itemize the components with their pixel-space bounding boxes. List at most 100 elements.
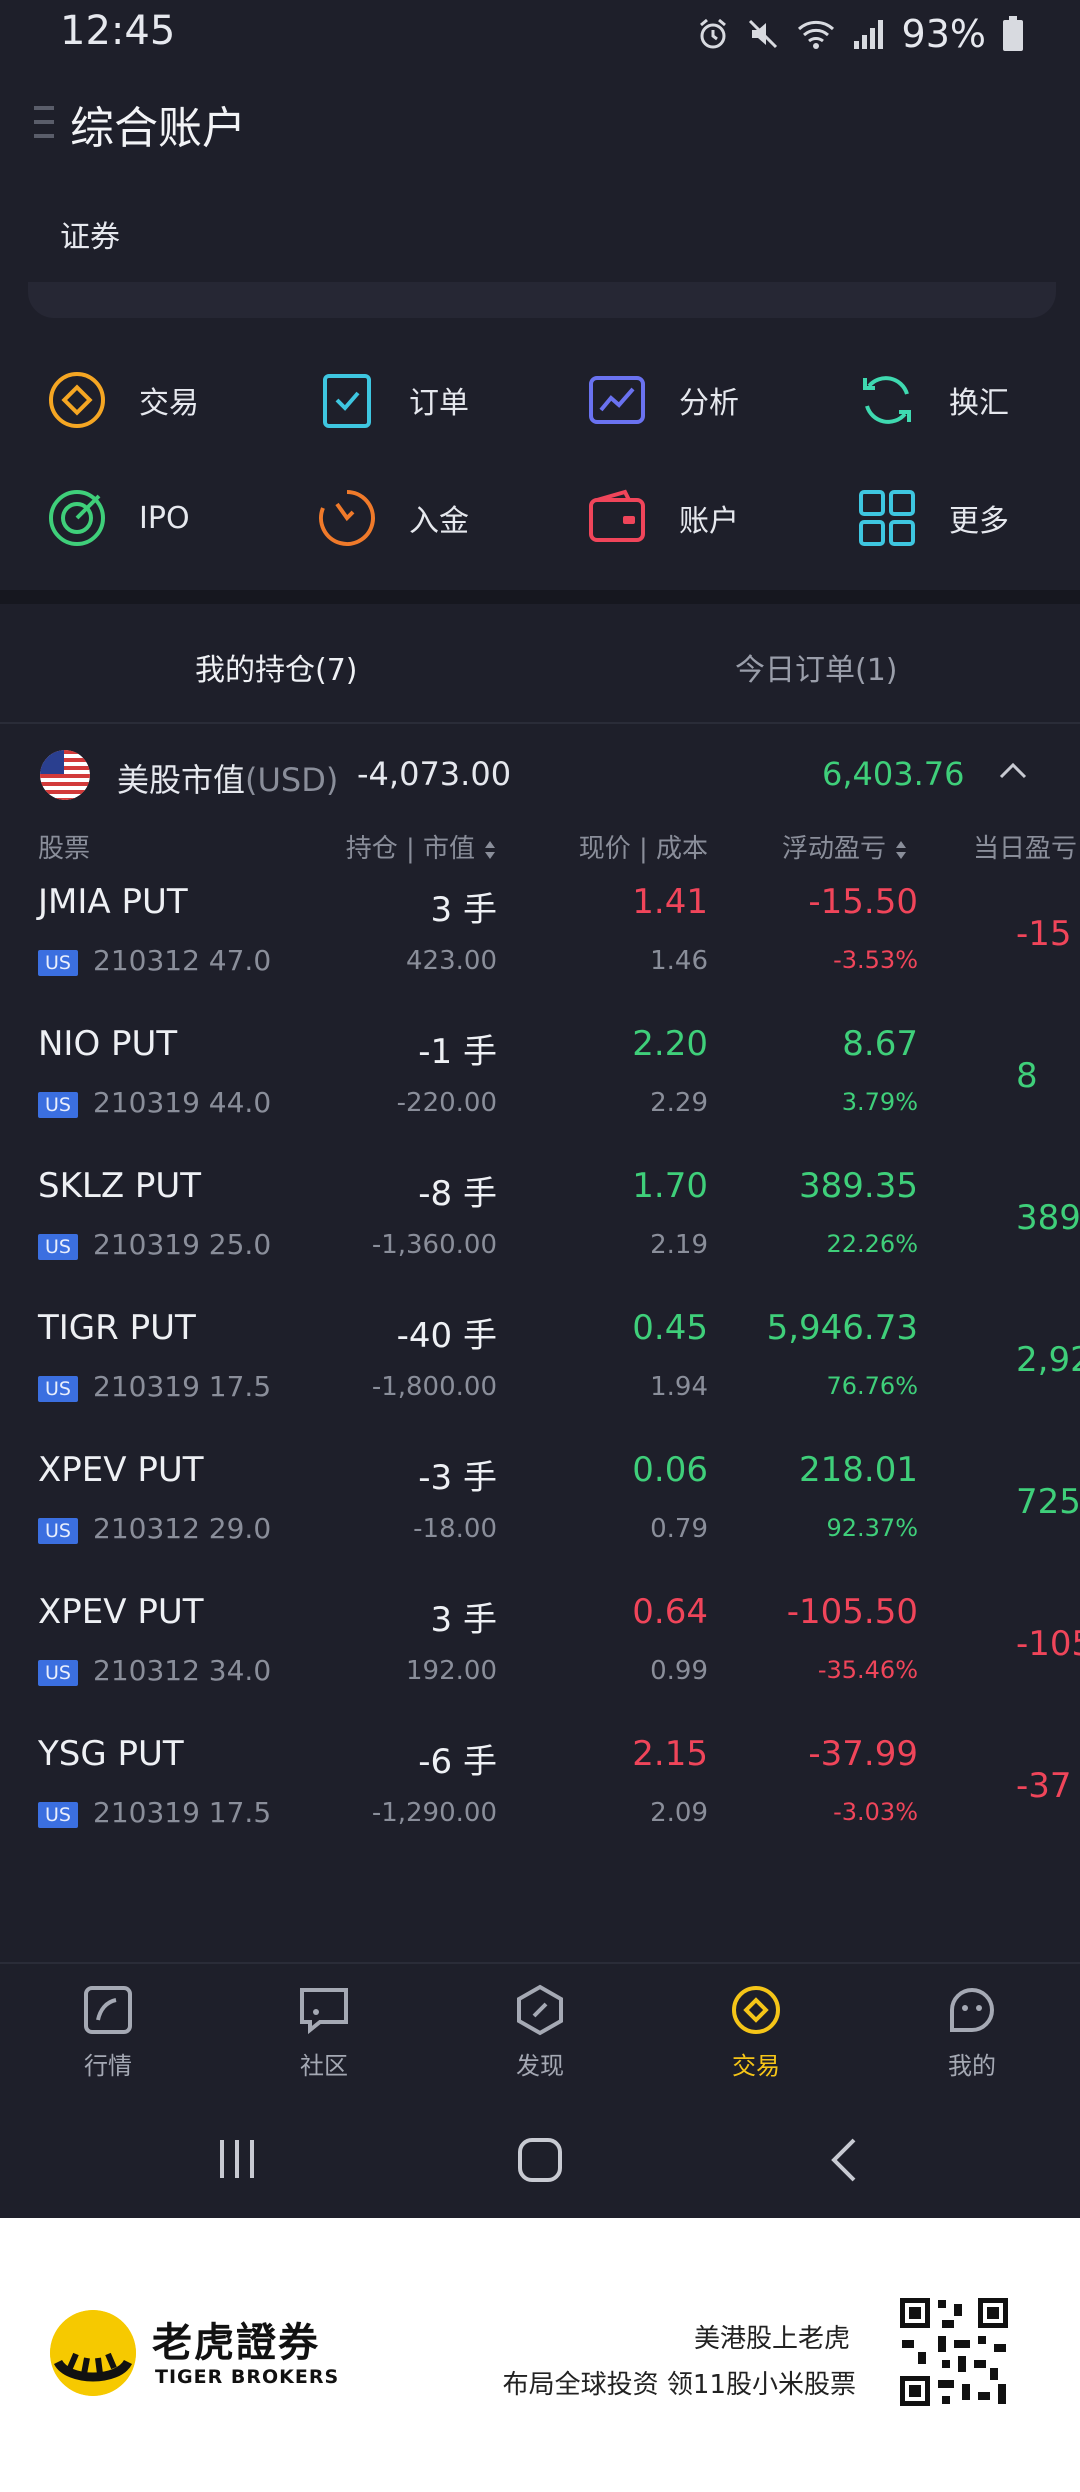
tab-divider [0, 722, 1080, 724]
position-row[interactable]: TIGR PUT US 210319 17.5 -40 手 -1,800.00 0.45 1… [0, 1304, 1080, 1446]
position-row[interactable]: JMIA PUT US 210312 47.0 3 手 423.00 1.41 1.46 -1… [0, 878, 1080, 1020]
position-symbol: NIO PUT [38, 1024, 178, 1064]
battery-percent: 93% [901, 12, 986, 56]
position-row[interactable]: YSG PUT US 210319 17.5 -6 手 -1,290.00 2.15 2.0… [0, 1730, 1080, 1872]
brand-name-en: TIGER BROKERS [155, 2366, 340, 2388]
contract-info: 210319 17.5 [93, 1370, 272, 1403]
tab-today-orders[interactable]: 今日订单(1) [735, 653, 898, 688]
market-badge: US [38, 1660, 78, 1686]
current-price: 1.70 [632, 1166, 708, 1206]
position-market-value: 192.00 [406, 1656, 497, 1686]
tiger-logo-icon [50, 2310, 136, 2396]
us-flag-icon [40, 750, 90, 800]
floating-pnl-percent: -35.46% [817, 1656, 918, 1684]
nav-quotes[interactable]: 行情 [48, 1984, 168, 2081]
brand-name-cn: 老虎證券 [152, 2320, 320, 2366]
position-quantity: 3 手 [430, 1600, 497, 1640]
signal-icon [853, 20, 883, 49]
action-exchange[interactable]: 换汇 [855, 368, 1009, 432]
analysis-icon [589, 376, 645, 424]
market-badge: US [38, 1092, 78, 1118]
col-stock: 股票 [38, 834, 91, 864]
floating-pnl: 5,946.73 [766, 1308, 918, 1348]
position-quantity: -8 手 [418, 1174, 497, 1214]
position-row[interactable]: XPEV PUT US 210312 29.0 -3 手 -18.00 0.06 0.79 2… [0, 1446, 1080, 1588]
cost-price: 0.79 [650, 1514, 708, 1544]
ipo-icon [49, 490, 105, 546]
position-symbol: XPEV PUT [38, 1450, 204, 1490]
mute-icon [748, 19, 777, 49]
trade-nav-icon [732, 1986, 780, 2034]
market-value-label: 美股市值(USD) [117, 761, 339, 799]
alarm-icon [699, 18, 726, 49]
cost-price: 1.46 [650, 946, 708, 976]
floating-pnl-percent: 22.26% [826, 1230, 918, 1258]
sort-icon [896, 840, 906, 859]
position-market-value: -1,800.00 [371, 1372, 497, 1402]
market-badge: US [38, 950, 78, 976]
floating-pnl-percent: 92.37% [826, 1514, 918, 1542]
action-orders[interactable]: 订单 [315, 368, 469, 432]
position-row[interactable]: SKLZ PUT US 210319 25.0 -8 手 -1,360.00 1.70 2.… [0, 1162, 1080, 1304]
account-card-edge[interactable] [28, 282, 1056, 318]
action-trade[interactable]: 交易 [45, 368, 199, 432]
action-ipo[interactable]: IPO [45, 486, 190, 550]
position-row[interactable]: XPEV PUT US 210312 34.0 3 手 192.00 0.64 0.99 -1… [0, 1588, 1080, 1730]
status-icons: 93% [696, 12, 1024, 56]
nav-discover[interactable]: 发现 [480, 1984, 600, 2081]
promo-banner[interactable]: 老虎證券 TIGER BROKERS 美港股上老虎 布局全球投资 领11股小米股… [0, 2218, 1080, 2492]
position-symbol: TIGR PUT [38, 1308, 196, 1348]
position-quantity: -6 手 [418, 1742, 497, 1782]
home-icon[interactable] [516, 2136, 564, 2184]
action-account[interactable]: 账户 [585, 486, 739, 550]
nav-community[interactable]: 社区 [264, 1984, 384, 2081]
market-badge: US [38, 1234, 78, 1260]
floating-pnl: -15.50 [808, 882, 918, 922]
discover-icon [517, 1984, 563, 2036]
back-icon[interactable] [826, 2136, 862, 2184]
system-nav-bar [0, 2102, 1080, 2218]
position-symbol: JMIA PUT [38, 882, 188, 922]
recent-apps-icon[interactable] [214, 2136, 260, 2182]
floating-pnl: -37.99 [808, 1734, 918, 1774]
banner-slogan-2: 布局全球投资 领11股小米股票 [502, 2370, 856, 2400]
tab-securities[interactable]: 证券 [60, 220, 120, 255]
more-icon [859, 490, 915, 546]
trade-icon [49, 372, 105, 428]
position-quantity: 3 手 [430, 890, 497, 930]
wifi-icon [797, 20, 834, 49]
order-icon [323, 374, 371, 428]
position-row[interactable]: NIO PUT US 210319 44.0 -1 手 -220.00 2.20 2.29 8… [0, 1020, 1080, 1162]
market-badge: US [38, 1376, 78, 1402]
market-value: -4,073.00 [357, 755, 512, 793]
position-quantity: -1 手 [418, 1032, 497, 1072]
action-more[interactable]: 更多 [855, 486, 1009, 550]
col-price-cost: 现价 | 成本 [578, 834, 708, 864]
today-pnl: -105 [1016, 1624, 1080, 1664]
cost-price: 2.19 [650, 1230, 708, 1260]
nav-profile[interactable]: 我的 [912, 1984, 1032, 2081]
nav-trade[interactable]: 交易 [696, 1984, 816, 2081]
today-pnl: 725 [1016, 1482, 1080, 1522]
cost-price: 0.99 [650, 1656, 708, 1686]
floating-pnl-percent: 76.76% [826, 1372, 918, 1400]
position-market-value: -18.00 [413, 1514, 497, 1544]
action-analysis[interactable]: 分析 [585, 368, 739, 432]
contract-info: 210319 44.0 [93, 1086, 272, 1119]
exchange-icon [863, 376, 911, 424]
cost-price: 1.94 [650, 1372, 708, 1402]
menu-handle-icon[interactable] [34, 104, 54, 140]
cost-price: 2.29 [650, 1088, 708, 1118]
tab-positions[interactable]: 我的持仓(7) [195, 653, 358, 688]
position-symbol: YSG PUT [38, 1734, 184, 1774]
deposit-icon [319, 490, 375, 546]
action-deposit[interactable]: 入金 [315, 486, 469, 550]
floating-pnl-percent: -3.53% [833, 946, 918, 974]
col-position[interactable]: 持仓 | 市值 [346, 828, 497, 865]
chevron-up-icon[interactable] [998, 760, 1028, 780]
contract-info: 210319 25.0 [93, 1228, 272, 1261]
col-floating-pnl[interactable]: 浮动盈亏 [782, 828, 908, 865]
col-today-pnl: 当日盈亏 [973, 834, 1078, 864]
cost-price: 2.09 [650, 1798, 708, 1828]
today-pnl: -15 [1016, 914, 1072, 954]
